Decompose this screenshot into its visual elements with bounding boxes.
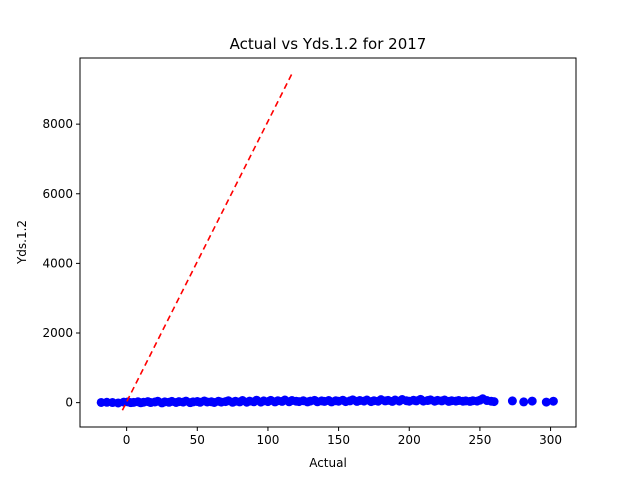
x-tick-label: 300 (539, 433, 562, 447)
plot-background (80, 58, 576, 427)
chart-title: Actual vs Yds.1.2 for 2017 (230, 35, 427, 53)
x-tick-label: 50 (190, 433, 205, 447)
plot-area (79, 57, 577, 428)
x-axis-label: Actual (309, 456, 347, 470)
x-tick-label: 200 (398, 433, 421, 447)
y-tick-label: 6000 (42, 187, 73, 201)
x-tick-label: 0 (123, 433, 131, 447)
plot-frame (79, 57, 577, 428)
scatter-point (489, 397, 499, 407)
scatter-point (519, 397, 529, 407)
trend-line (121, 73, 293, 411)
scatter-points (96, 394, 558, 408)
y-axis-ticks: 0 2000 4000 6000 8000 (42, 117, 80, 410)
x-tick-label: 150 (327, 433, 350, 447)
scatter-point (548, 396, 558, 406)
x-tick-label: 250 (468, 433, 491, 447)
x-tick-label: 100 (256, 433, 279, 447)
x-axis-ticks: 0 50 100 150 200 250 300 (123, 427, 562, 447)
y-tick-label: 0 (65, 396, 73, 410)
y-tick-label: 2000 (42, 326, 73, 340)
y-axis-label: Yds.1.2 (15, 220, 29, 265)
scatter-point (541, 397, 551, 407)
scatter-point (507, 396, 517, 406)
scatter-point (527, 396, 537, 406)
y-tick-label: 4000 (42, 256, 73, 270)
y-tick-label: 8000 (42, 117, 73, 131)
